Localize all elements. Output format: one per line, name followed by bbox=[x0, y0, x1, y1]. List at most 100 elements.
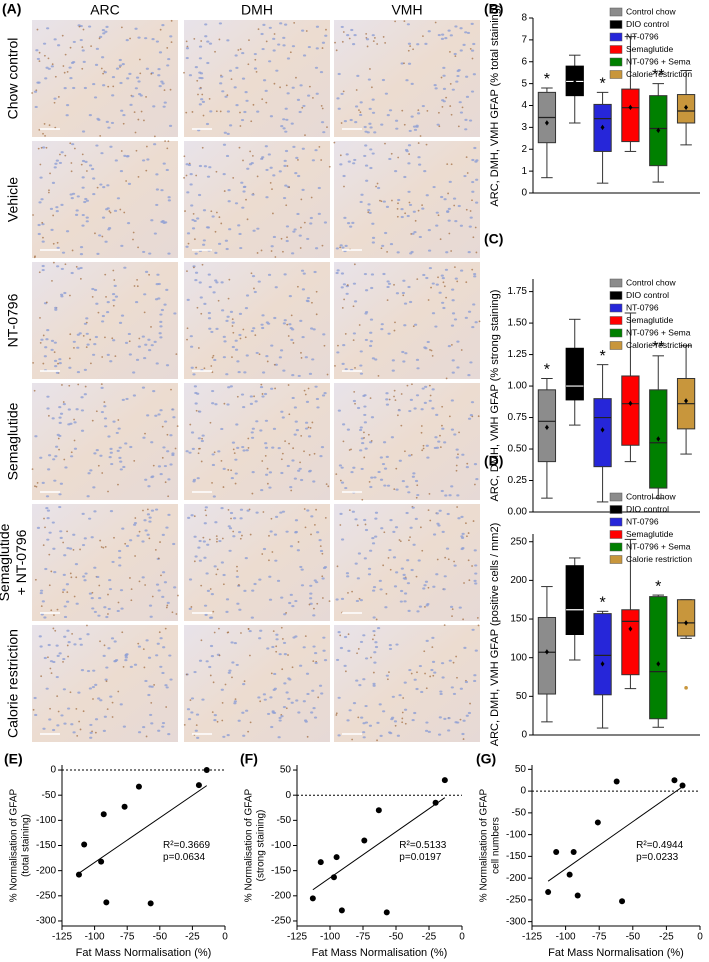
nucleus bbox=[283, 319, 287, 322]
stain bbox=[335, 49, 338, 52]
nucleus bbox=[306, 237, 310, 241]
nucleus bbox=[118, 556, 122, 559]
nucleus bbox=[185, 163, 189, 166]
stain bbox=[165, 706, 168, 708]
stain bbox=[195, 724, 198, 727]
x-tick-label: -50 bbox=[153, 932, 168, 943]
nucleus bbox=[191, 218, 195, 222]
point bbox=[330, 874, 337, 881]
nucleus bbox=[444, 268, 449, 271]
nucleus bbox=[265, 321, 269, 324]
stain bbox=[403, 62, 405, 65]
nucleus bbox=[278, 653, 282, 656]
nucleus bbox=[161, 24, 165, 27]
nucleus bbox=[343, 635, 348, 639]
stain bbox=[313, 607, 315, 610]
stain bbox=[339, 154, 342, 157]
nucleus bbox=[349, 118, 353, 122]
nucleus bbox=[141, 576, 145, 579]
stain bbox=[398, 539, 401, 541]
nucleus bbox=[114, 159, 118, 162]
nucleus bbox=[456, 721, 460, 724]
nucleus bbox=[203, 604, 208, 607]
nucleus bbox=[141, 335, 145, 338]
stain bbox=[372, 671, 375, 674]
x-axis-label: Fat Mass Normalisation (%) bbox=[312, 947, 448, 959]
nucleus bbox=[274, 515, 279, 518]
nucleus bbox=[38, 201, 42, 204]
stain bbox=[304, 635, 307, 638]
stain bbox=[39, 341, 42, 344]
nucleus bbox=[235, 575, 239, 578]
stain bbox=[408, 539, 410, 542]
nucleus bbox=[474, 564, 478, 567]
nucleus bbox=[108, 587, 113, 591]
nucleus bbox=[437, 524, 441, 527]
nucleus bbox=[253, 290, 257, 294]
nucleus bbox=[165, 686, 169, 689]
legend-label: Calorie restriction bbox=[626, 69, 692, 79]
stain bbox=[201, 146, 204, 149]
stain bbox=[415, 496, 418, 499]
nucleus bbox=[408, 129, 412, 133]
stain bbox=[45, 301, 48, 304]
nucleus bbox=[384, 92, 388, 95]
y-tick-label: -50 bbox=[42, 790, 57, 801]
nucleus bbox=[463, 174, 467, 178]
point bbox=[100, 811, 107, 818]
stain bbox=[421, 204, 423, 207]
nucleus bbox=[319, 455, 323, 458]
nucleus bbox=[169, 678, 173, 681]
nucleus bbox=[406, 23, 410, 26]
nucleus bbox=[407, 42, 412, 45]
nucleus bbox=[367, 203, 371, 206]
stain bbox=[382, 564, 385, 567]
stain bbox=[91, 591, 94, 594]
stain bbox=[185, 40, 188, 43]
nucleus bbox=[157, 465, 162, 468]
nucleus bbox=[257, 696, 261, 699]
nucleus bbox=[203, 165, 208, 168]
nucleus bbox=[432, 533, 437, 536]
nucleus bbox=[188, 74, 193, 77]
nucleus bbox=[459, 111, 464, 114]
nucleus bbox=[451, 359, 455, 362]
nucleus bbox=[85, 216, 89, 219]
nucleus bbox=[52, 660, 56, 664]
stain bbox=[101, 235, 104, 238]
nucleus bbox=[137, 645, 142, 648]
nucleus bbox=[380, 527, 384, 530]
stain bbox=[271, 188, 273, 191]
nucleus bbox=[291, 86, 295, 89]
stain bbox=[111, 701, 114, 704]
stain bbox=[357, 716, 360, 719]
nucleus bbox=[244, 557, 248, 560]
nucleus bbox=[159, 336, 163, 339]
stain bbox=[439, 446, 442, 449]
nucleus bbox=[255, 511, 259, 514]
nucleus bbox=[190, 431, 195, 434]
nucleus bbox=[142, 436, 146, 439]
nucleus bbox=[118, 58, 122, 62]
x-tick-label: -75 bbox=[592, 932, 607, 943]
stain bbox=[370, 656, 372, 659]
nucleus bbox=[291, 605, 295, 608]
nucleus bbox=[442, 306, 446, 310]
nucleus bbox=[250, 162, 254, 165]
nucleus bbox=[301, 29, 305, 32]
stain bbox=[443, 624, 446, 627]
stain bbox=[285, 84, 288, 87]
nucleus bbox=[107, 435, 111, 438]
legend-label: NT-0796 bbox=[626, 302, 659, 312]
stain bbox=[128, 340, 131, 343]
stain bbox=[170, 19, 173, 22]
nucleus bbox=[203, 556, 207, 559]
nucleus bbox=[258, 637, 262, 640]
nucleus bbox=[447, 29, 451, 32]
stain bbox=[239, 537, 242, 540]
stain bbox=[102, 72, 105, 75]
nucleus bbox=[453, 318, 458, 321]
nucleus bbox=[394, 526, 399, 529]
stain bbox=[372, 40, 375, 43]
nucleus bbox=[377, 186, 381, 190]
